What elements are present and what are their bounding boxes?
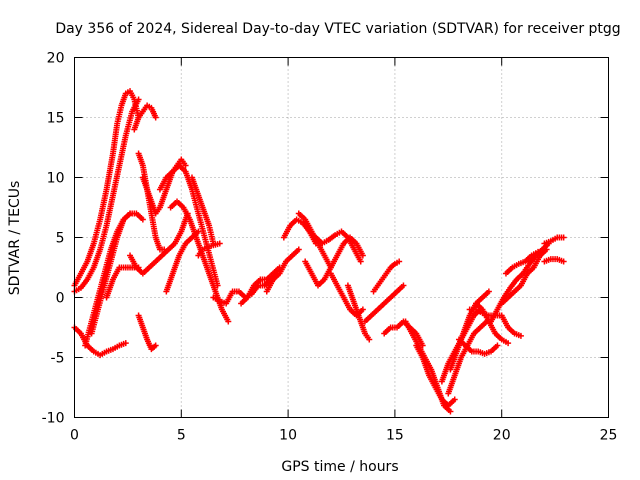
data-point	[560, 258, 567, 265]
series-track-12	[188, 174, 217, 247]
data-point	[127, 210, 134, 217]
data-point	[396, 258, 403, 265]
x-tick-label: 25	[600, 428, 618, 444]
series-track-36	[473, 300, 512, 347]
series-track-34	[455, 336, 501, 357]
data-point	[135, 96, 142, 103]
data-point	[295, 246, 302, 253]
series-track-38	[498, 246, 550, 307]
data-point	[182, 162, 189, 169]
y-axis-label: SDTVAR / TECUs	[7, 181, 23, 296]
series-track-4	[71, 324, 129, 359]
data-point	[216, 240, 223, 247]
data-point	[359, 306, 366, 313]
x-tick-label: 0	[70, 428, 79, 444]
data-point	[366, 336, 373, 343]
series-track-16	[195, 240, 223, 259]
data-point	[485, 288, 492, 295]
data-point	[447, 408, 454, 415]
series-track-8	[103, 264, 142, 301]
x-axis-label: GPS time / hours	[281, 459, 398, 475]
data-points	[71, 88, 567, 415]
data-point	[195, 228, 202, 235]
data-point	[535, 248, 542, 255]
series-track-6	[88, 210, 134, 337]
axis-ticks: 0 5 10 15 20 25 -10 -5 0 5 10 15 20	[42, 51, 618, 444]
y-tick-label: -10	[42, 411, 65, 427]
x-tick-label: 5	[177, 428, 186, 444]
series-track-25	[344, 282, 373, 343]
series-track-32	[445, 318, 490, 397]
series-track-2	[131, 102, 159, 133]
series-track-40	[541, 256, 567, 265]
data-point	[152, 114, 159, 121]
series-track-23	[306, 228, 364, 265]
series-track-3	[71, 96, 142, 295]
series-track-27	[361, 282, 407, 325]
data-point	[359, 252, 366, 259]
series-track-33	[447, 288, 492, 373]
data-point	[135, 264, 142, 271]
series-track-39	[502, 248, 542, 277]
data-point	[139, 216, 146, 223]
series-track-15	[135, 312, 159, 353]
data-point	[517, 332, 524, 339]
y-tick-label: 0	[56, 291, 65, 307]
series-track-1	[71, 88, 142, 289]
data-point	[560, 234, 567, 241]
data-point	[225, 318, 232, 325]
data-point	[400, 282, 407, 289]
series-track-26	[370, 258, 403, 295]
y-tick-label: 5	[56, 231, 65, 247]
y-tick-label: 15	[47, 111, 65, 127]
data-point	[122, 340, 129, 347]
data-point	[152, 342, 159, 349]
chart-title: Day 356 of 2024, Sidereal Day-to-day VTE…	[55, 21, 620, 37]
data-point	[543, 246, 550, 253]
data-point	[451, 396, 458, 403]
y-tick-label: 20	[47, 51, 65, 67]
x-tick-label: 20	[493, 428, 511, 444]
x-tick-label: 10	[279, 428, 297, 444]
series-track-30	[413, 342, 458, 409]
y-tick-label: -5	[51, 351, 65, 367]
series-track-14	[163, 228, 202, 295]
data-point	[357, 258, 364, 265]
series-track-41	[541, 234, 567, 247]
data-point	[494, 342, 501, 349]
x-tick-label: 15	[386, 428, 404, 444]
y-tick-label: 10	[47, 171, 65, 187]
data-point	[161, 246, 168, 253]
data-point	[505, 340, 512, 347]
plot-frame	[74, 57, 609, 418]
series-track-19	[263, 246, 302, 295]
